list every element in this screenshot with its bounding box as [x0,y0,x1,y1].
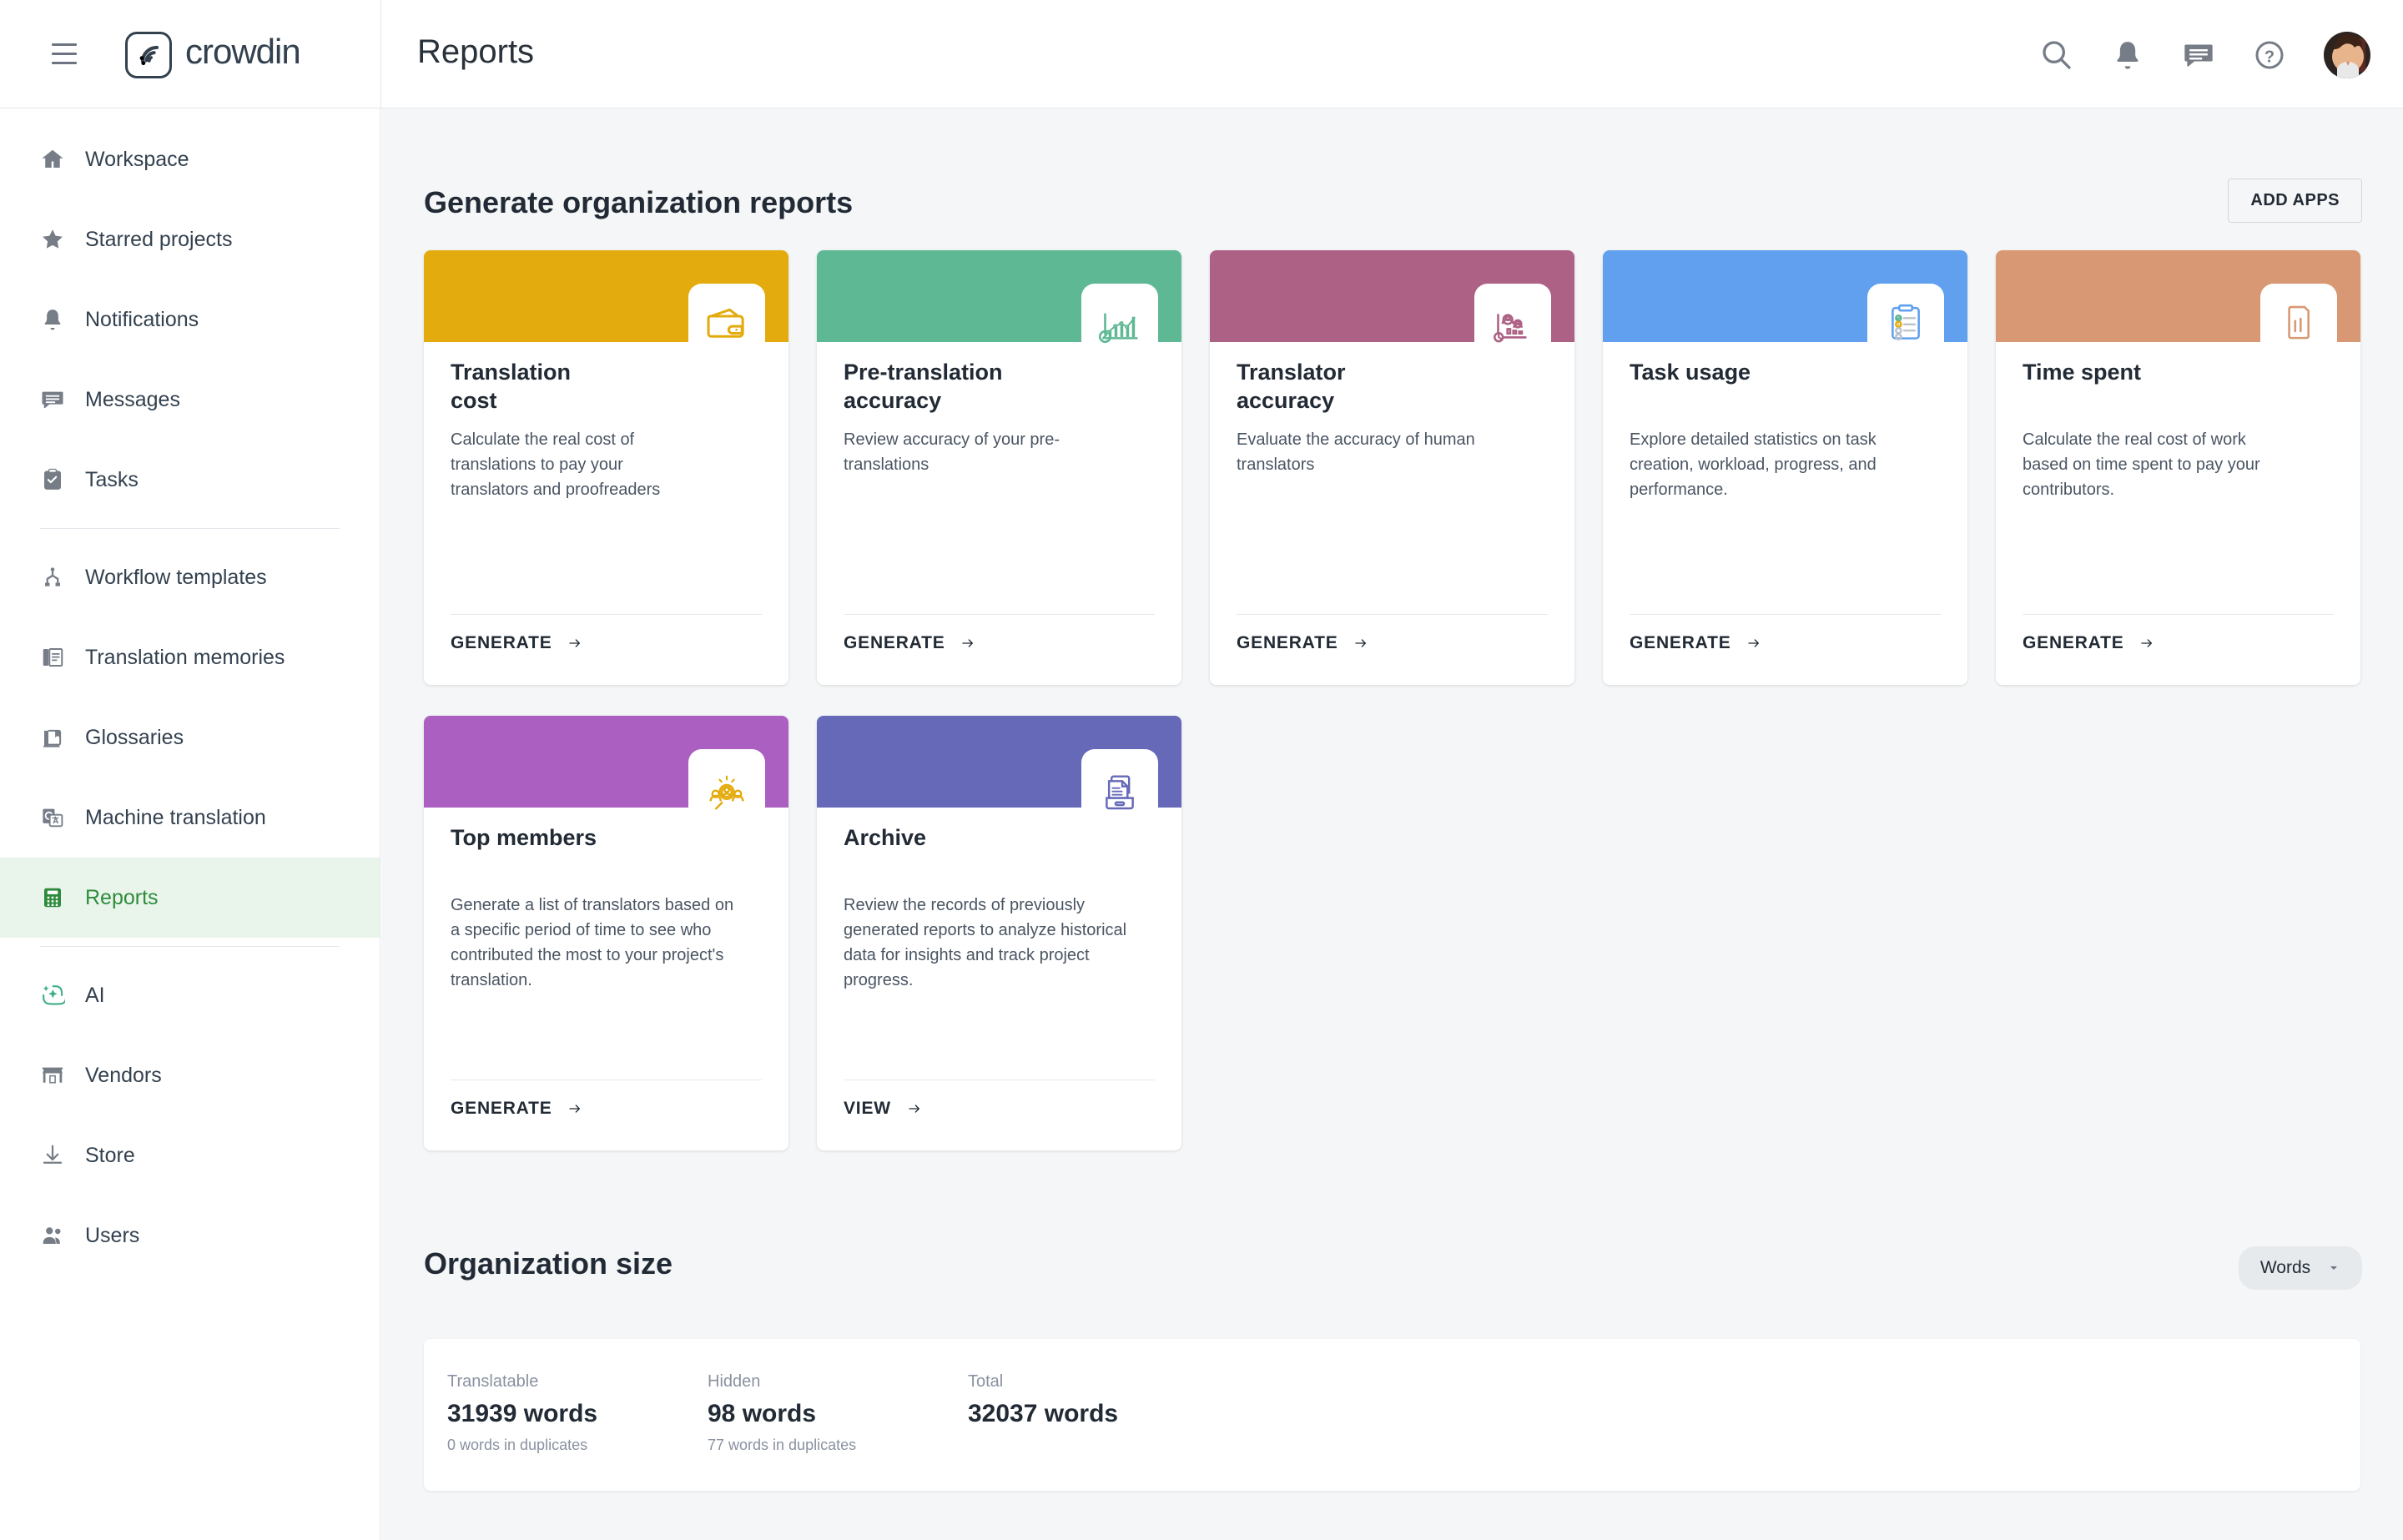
svg-text:?: ? [2264,48,2275,66]
